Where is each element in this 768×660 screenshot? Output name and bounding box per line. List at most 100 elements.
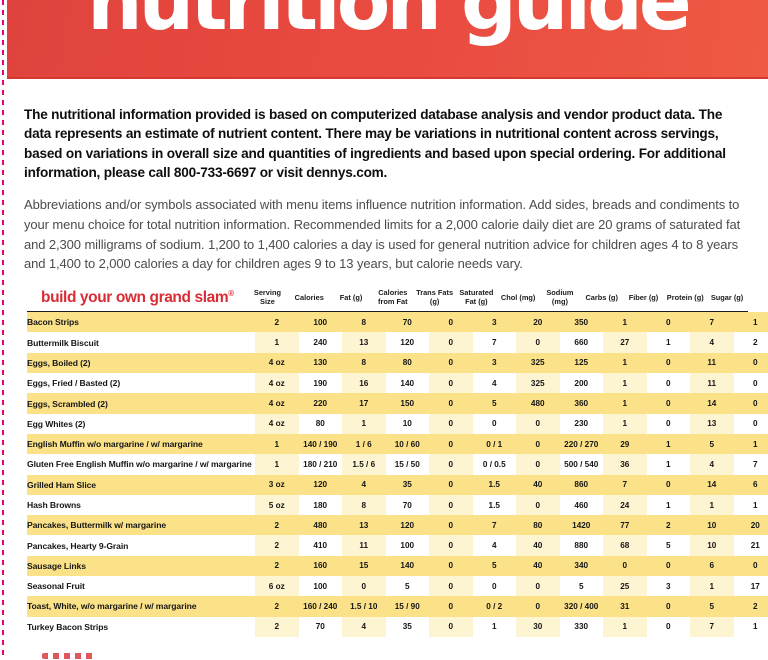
value-cell: 14 [707,480,717,490]
value-cell: 860 [574,480,589,490]
value-cell: 7 [491,338,497,348]
value-cell: 0 [342,576,386,597]
value-cell: 140 / 190 [303,439,338,449]
item-name-cell: Hash Browns [27,500,81,510]
value-cell: 3 [491,317,497,327]
value-cell: 0 [516,454,560,475]
table-row: Pancakes, Hearty 9-Grain 2 410 11 100 0 4 40 880… [27,535,768,556]
value-cell: 480 [530,399,545,409]
table-row: Pancakes, Buttermilk w/ margarine 2 480 13 1… [27,515,768,536]
value-cell: 8 [361,317,367,327]
item-name-cell: Turkey Bacon Strips [27,621,109,632]
value-cell: 240 [313,338,328,348]
value-cell: 0 [429,373,473,394]
value-cell: 500 / 540 [564,459,599,469]
value-cell: 120 [400,520,415,530]
value-cell: 15 [359,561,369,571]
value-cell: 0 [665,317,671,327]
value-cell: 5 [709,601,715,611]
value-cell: 0 [429,413,473,434]
value-cell: 10 [707,520,717,530]
table-row: Buttermilk Biscuit 1 240 13 120 0 7 0 660 27 1 4 2 [27,332,768,353]
value-cell: 4 [690,454,734,475]
value-cell: 460 [574,500,589,510]
value-cell: 40 [516,535,560,556]
value-cell: 120 [400,338,415,348]
value-cell: 1 [622,358,628,368]
value-cell: 2 [274,520,280,530]
value-cell: 1 / 6 [355,439,372,449]
value-cell: 0 [516,576,560,597]
value-cell: 5 oz [255,494,299,516]
value-cell: 160 / 240 [303,601,338,611]
value-cell: 1 [752,317,758,327]
value-cell: 15 / 90 [394,601,420,611]
value-cell: 0 [429,616,473,637]
value-cell: 6 oz [255,576,299,597]
value-cell: 4 oz [268,399,285,409]
value-cell: 1 [665,338,671,348]
value-cell: 0 [665,419,671,429]
left-dashed-trim [0,0,7,660]
value-cell: 1 [665,439,671,449]
table-row: Eggs, Scrambled (2) 4 oz 220 17 150 0 5 480 360 1… [27,393,768,414]
value-cell: 1 [690,576,734,597]
value-cell: 70 [402,500,412,510]
column-header-9: Fiber (g) [628,292,659,302]
abbreviations-paragraph: Abbreviations and/or symbols associated … [24,197,741,272]
value-cell: 4 oz [268,358,285,368]
value-cell: 660 [574,338,589,348]
value-cell: 7 [690,616,734,637]
value-cell: 5 [404,581,410,591]
next-section-title-clipped [42,653,94,659]
value-cell: 11 [707,358,717,368]
value-cell: 4 oz [255,373,299,394]
value-cell: 13 [359,520,369,530]
item-name-cell: English Muffin w/o margarine / w/ margar… [27,439,203,450]
value-cell: 1420 [572,520,591,530]
value-cell: 0 [535,601,541,611]
value-cell: 140 [400,561,415,571]
value-cell: 5 [491,561,497,571]
value-cell: 125 [574,358,589,368]
page-content: The nutritional information provided is … [7,81,768,637]
value-cell: 80 [402,358,412,368]
column-header-4: Trans Fats (g) [416,288,454,307]
value-cell: 150 [400,399,415,409]
nutrition-table-section: build your own grand slam® Serving Size C… [27,288,768,637]
value-cell: 880 [574,541,589,551]
table-title: build your own grand slam® [41,289,234,307]
value-cell: 0 / 1 [486,439,503,449]
item-name-cell: Pancakes, Hearty 9-Grain [27,540,129,551]
value-cell: 24 [603,494,647,516]
value-cell: 5 [491,399,497,409]
column-header-5: Saturated Fat (g) [459,288,494,307]
value-cell: 100 [313,317,328,327]
value-cell: 325 [530,358,545,368]
table-header-row: build your own grand slam® Serving Size C… [27,288,748,313]
value-cell: 200 [574,378,589,388]
value-cell: 0 [429,576,473,597]
table-row: Turkey Bacon Strips 2 70 4 35 0 1 30 330 1 0 7 1 [27,616,768,637]
value-cell: 2 [274,561,280,571]
header-banner: nutrition guide [7,0,768,79]
value-cell: 0 [665,622,671,632]
value-cell: 1 [342,413,386,434]
value-cell: 3 [665,581,671,591]
value-cell: 360 [574,399,589,409]
value-cell: 0 [516,413,560,434]
value-cell: 0 [491,419,497,429]
column-header-10: Protein (g) [666,292,704,302]
value-cell: 5 [709,439,715,449]
value-cell: 0 [448,601,454,611]
value-cell: 70 [402,317,412,327]
value-cell: 10 [690,535,734,556]
value-cell: 100 [400,541,415,551]
value-cell: 0 [622,561,628,571]
item-name-cell: Eggs, Scrambled (2) [27,398,108,409]
value-cell: 7 [752,459,758,469]
value-cell: 100 [313,581,328,591]
table-row: English Muffin w/o margarine / w/ margar… [27,433,768,455]
value-cell: 330 [574,622,589,632]
value-cell: 480 [313,520,328,530]
